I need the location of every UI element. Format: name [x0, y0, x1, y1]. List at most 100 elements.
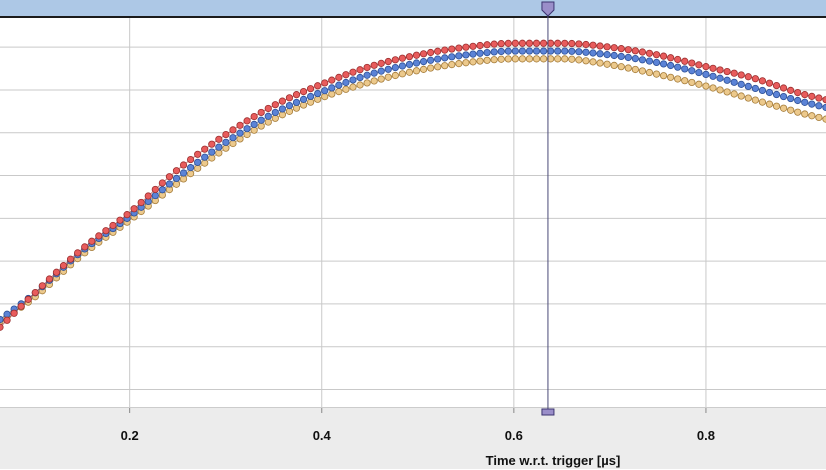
series-0-point — [462, 43, 470, 51]
series-2 — [0, 55, 826, 326]
series-1-point — [794, 96, 802, 105]
series-1-point — [737, 80, 745, 88]
series-1-point — [151, 191, 159, 200]
series-2-point — [384, 73, 392, 81]
series-2-point — [490, 56, 498, 64]
series-1-point — [631, 54, 639, 63]
series-0-point — [674, 55, 682, 64]
series-2-point — [448, 61, 456, 69]
series-0-point — [38, 282, 46, 290]
series-1-point — [561, 47, 569, 55]
series-2-point — [681, 77, 689, 85]
series-0-point — [765, 79, 774, 87]
series-1-point — [165, 180, 174, 188]
series-0-point — [469, 42, 477, 50]
series-0-point — [511, 39, 519, 47]
x-tick-label: 0.4 — [313, 428, 332, 443]
series-2-point — [335, 88, 343, 96]
series-0-point — [264, 104, 272, 113]
series-1-point — [547, 47, 555, 55]
series-2-point — [441, 62, 449, 70]
series-2-point — [547, 55, 555, 63]
series-1-point — [299, 95, 308, 103]
series-2-point — [363, 79, 371, 87]
series-0-line — [0, 42, 826, 328]
series-1-point — [667, 61, 675, 70]
series-1-point — [307, 92, 315, 101]
series-1-point — [243, 125, 251, 133]
series-0-point — [532, 39, 541, 47]
series-2-point — [455, 60, 463, 68]
series-2-point — [624, 64, 632, 72]
series-0-point — [328, 76, 336, 84]
series-2-point — [596, 59, 604, 67]
series-0-point — [815, 94, 823, 102]
series-0-point — [568, 39, 576, 48]
series-0-point — [730, 69, 738, 77]
series-1-point — [758, 86, 767, 95]
series-1-point — [236, 129, 244, 137]
series-0-point — [547, 39, 555, 47]
series-0-point — [631, 47, 639, 55]
series-0-point — [151, 185, 159, 194]
series-0-point — [702, 63, 710, 71]
series-0-point — [236, 121, 244, 129]
series-1-point — [3, 310, 11, 318]
series-0-point — [123, 211, 131, 219]
series-0-point — [808, 92, 816, 100]
series-1-point — [772, 90, 781, 99]
series-2-point — [617, 63, 625, 71]
series-2-point — [462, 59, 470, 67]
series-0-point — [158, 179, 166, 187]
series-0-point — [398, 54, 406, 62]
series-0-point — [490, 40, 498, 48]
series-2-point — [744, 94, 752, 102]
series-0-point — [172, 167, 181, 175]
series-2-point — [688, 78, 696, 87]
series-1-point — [808, 100, 816, 108]
series-0-point — [737, 71, 745, 79]
series-2-point — [808, 112, 816, 120]
series-2-point — [716, 86, 724, 94]
series-1-point — [603, 51, 611, 59]
series-1-point — [723, 76, 731, 84]
series-0-point — [250, 112, 258, 121]
series-0-point — [222, 130, 230, 139]
series-1-point — [462, 51, 470, 59]
series-0-point — [384, 57, 392, 66]
series-0-point — [17, 302, 25, 310]
series-1-point — [179, 169, 188, 177]
series-0-point — [419, 50, 428, 58]
series-0-point — [434, 47, 442, 55]
series-0-point — [271, 101, 279, 109]
series-0-point — [208, 140, 216, 148]
series-1-point — [652, 58, 661, 67]
series-0-point — [299, 88, 308, 96]
series-1-point — [158, 186, 166, 194]
series-2-point — [787, 106, 795, 114]
series-0-point — [356, 66, 364, 74]
series-2-point — [356, 81, 364, 89]
series-1-point — [575, 48, 583, 56]
series-0-point — [772, 81, 781, 90]
series-0-point — [554, 39, 562, 47]
plot-area[interactable] — [0, 18, 826, 407]
series-0-point — [688, 59, 696, 67]
series-1-point — [335, 81, 343, 89]
series-2-point — [758, 98, 767, 106]
series-2-point — [561, 55, 569, 63]
series-0-point — [681, 57, 689, 65]
series-2-point — [723, 88, 731, 96]
series-2-point — [525, 55, 534, 63]
series-0-point — [194, 150, 202, 158]
series-1-point — [292, 98, 301, 107]
series-1-point — [518, 47, 526, 55]
series-0-point — [215, 135, 223, 143]
series-0-point — [758, 77, 767, 85]
series-0-point — [667, 54, 675, 62]
plot-svg — [0, 18, 826, 407]
series-1-point — [419, 57, 428, 66]
series-0-point — [794, 88, 802, 97]
series-0-point — [723, 67, 731, 76]
series-2-point — [469, 58, 477, 66]
